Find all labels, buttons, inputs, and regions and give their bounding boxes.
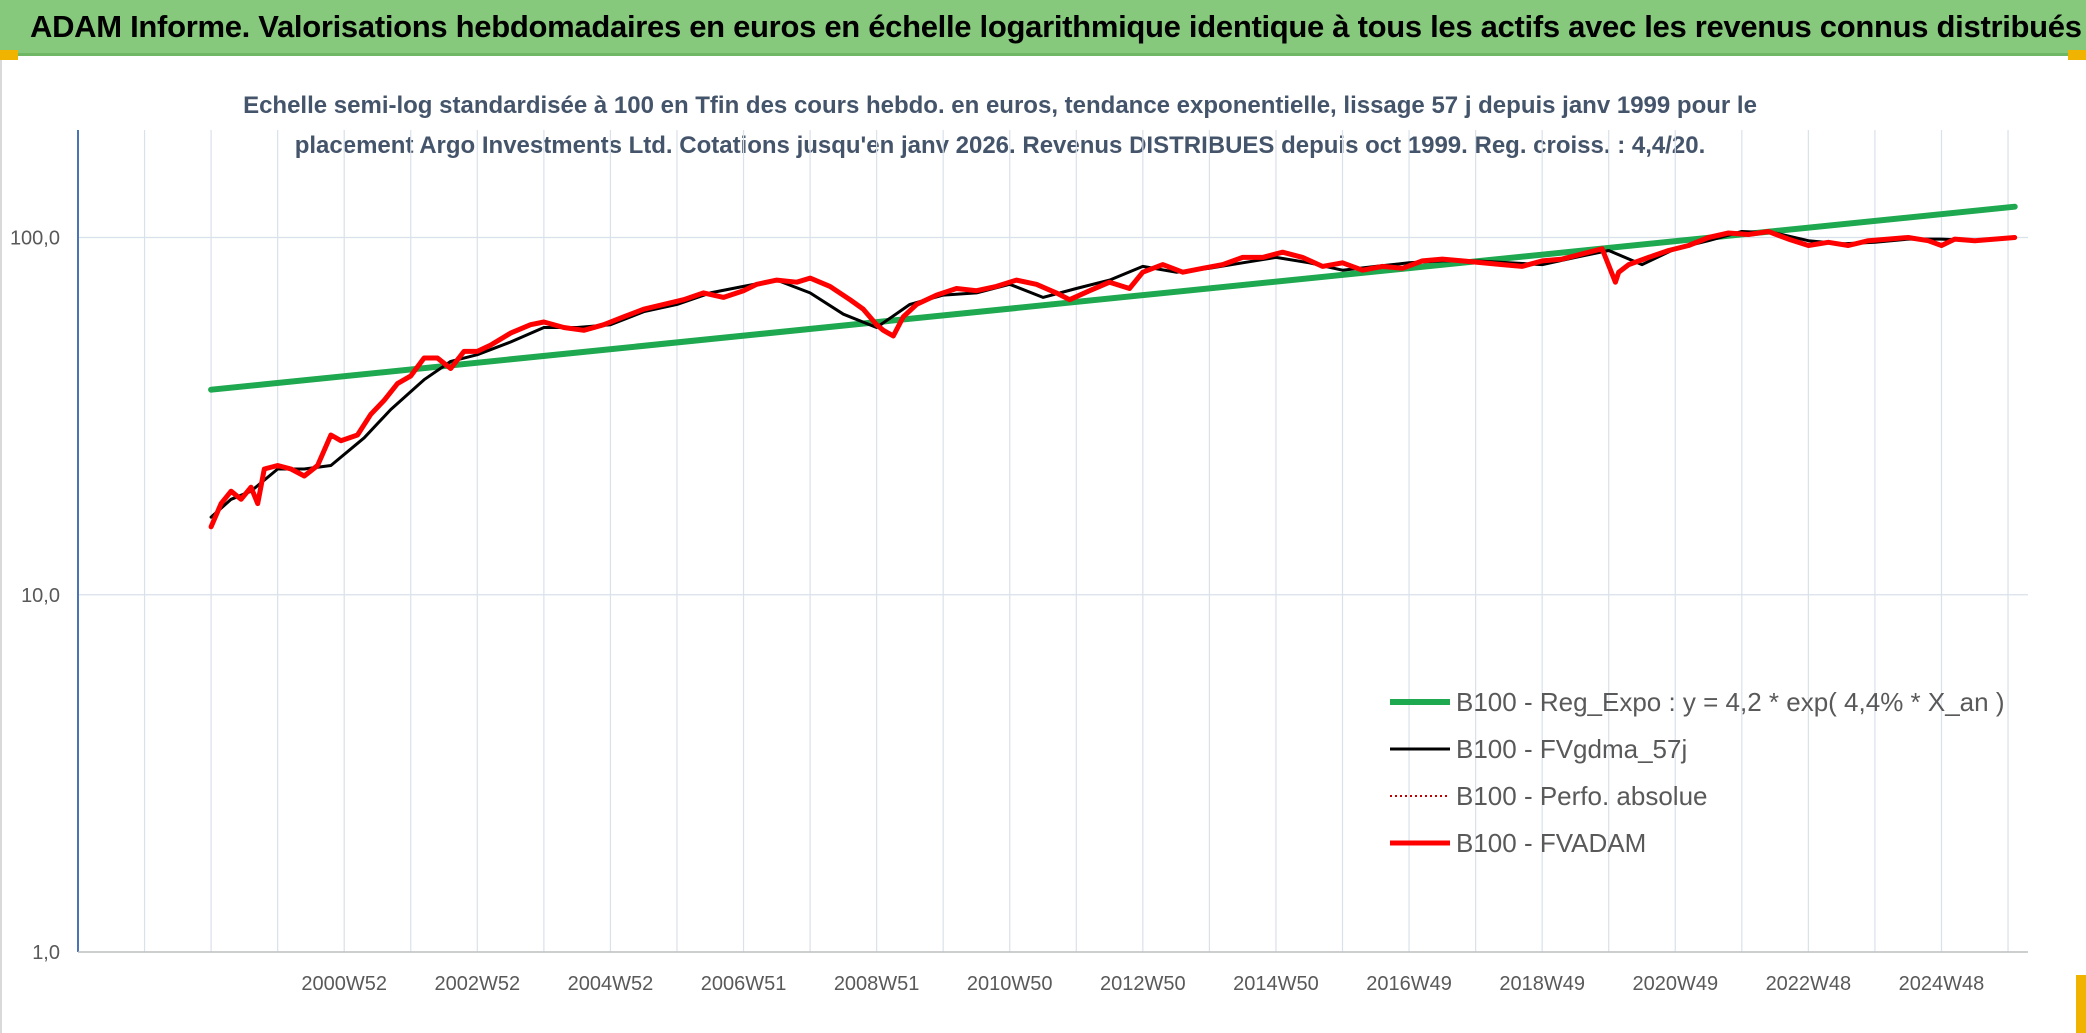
axes xyxy=(77,130,2028,953)
chart-subtitle-line-2: placement Argo Investments Ltd. Cotation… xyxy=(294,132,1706,159)
legend-label-trend: B100 - Reg_Expo : y = 4,2 * exp( 4,4% * … xyxy=(1456,687,2005,717)
chart-subtitle: Echelle semi-log standardisée à 100 en T… xyxy=(180,86,1820,166)
x-tick-label: 2018W49 xyxy=(1499,973,1585,995)
x-tick-labels: 2000W52 2002W52 2004W52 2006W51 2008W51 2010W… xyxy=(301,973,1984,995)
x-tick-label: 2022W48 xyxy=(1766,973,1852,995)
series-lines xyxy=(208,203,2018,530)
series-line-fvadam xyxy=(208,229,2018,530)
y-tick-labels: 1,0 10,0 100,0 xyxy=(10,228,60,964)
x-tick-label: 2016W49 xyxy=(1366,973,1452,995)
legend-label-fvadam: B100 - FVADAM xyxy=(1456,828,1646,858)
title-banner: ADAM Informe. Valorisations hebdomadaire… xyxy=(0,0,2086,56)
legend: B100 - Reg_Expo : y = 4,2 * exp( 4,4% * … xyxy=(1390,687,2005,858)
corner-marker-left xyxy=(0,50,18,60)
y-tick-label: 10,0 xyxy=(21,585,60,607)
x-tick-label: 2000W52 xyxy=(301,973,387,995)
chart-area xyxy=(0,60,2086,1033)
series-line-smooth xyxy=(209,230,2017,519)
y-tick-label: 1,0 xyxy=(32,942,60,964)
x-tick-label: 2002W52 xyxy=(435,973,521,995)
x-tick-label: 2020W49 xyxy=(1632,973,1718,995)
corner-marker-right xyxy=(2068,50,2086,60)
x-tick-label: 2004W52 xyxy=(568,973,654,995)
x-tick-label: 2012W50 xyxy=(1100,973,1186,995)
grid-lines xyxy=(78,130,2028,953)
x-tick-label: 2006W51 xyxy=(701,973,787,995)
y-tick-label: 100,0 xyxy=(10,228,60,250)
corner-marker-bottom-right xyxy=(2076,975,2086,1033)
legend-label-perf: B100 - Perfo. absolue xyxy=(1456,781,1708,811)
chart-subtitle-line-1: Echelle semi-log standardisée à 100 en T… xyxy=(243,92,1757,119)
x-tick-label: 2024W48 xyxy=(1899,973,1985,995)
page-title: ADAM Informe. Valorisations hebdomadaire… xyxy=(30,9,2082,44)
legend-label-smooth: B100 - FVgdma_57j xyxy=(1456,734,1687,764)
x-tick-label: 2008W51 xyxy=(834,973,920,995)
x-tick-label: 2010W50 xyxy=(967,973,1053,995)
x-tick-label: 2014W50 xyxy=(1233,973,1319,995)
